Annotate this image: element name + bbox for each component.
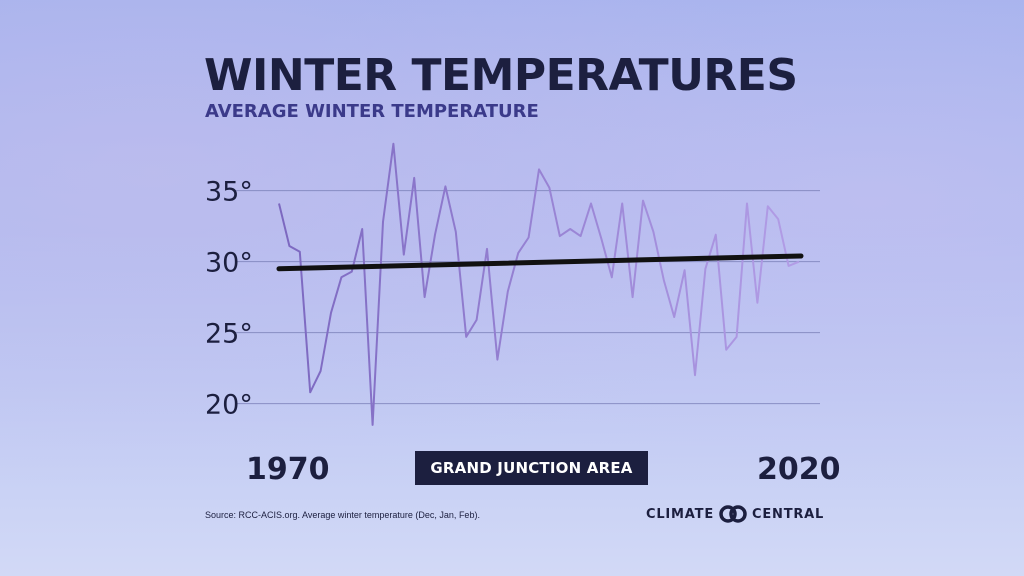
infinity-rings-icon: [718, 505, 748, 523]
chart-subtitle: AVERAGE WINTER TEMPERATURE: [205, 101, 539, 122]
y-tick-label-20: 20°: [205, 390, 253, 421]
temperature-series-line: [278, 142, 800, 426]
logo-text-left: CLIMATE: [646, 506, 714, 522]
y-tick-label-25: 25°: [205, 319, 253, 350]
region-badge: GRAND JUNCTION AREA: [415, 451, 648, 485]
y-tick-label-35: 35°: [205, 177, 253, 208]
y-tick-label-30: 30°: [205, 248, 253, 279]
x-axis-end-label: 2020: [757, 452, 841, 487]
trend-line: [276, 253, 804, 272]
x-axis-start-label: 1970: [246, 452, 330, 487]
source-note: Source: RCC-ACIS.org. Average winter tem…: [205, 510, 480, 520]
climate-central-logo: CLIMATE CENTRAL: [646, 504, 824, 524]
chart-title: WINTER TEMPERATURES: [204, 50, 798, 101]
logo-text-right: CENTRAL: [752, 506, 825, 522]
